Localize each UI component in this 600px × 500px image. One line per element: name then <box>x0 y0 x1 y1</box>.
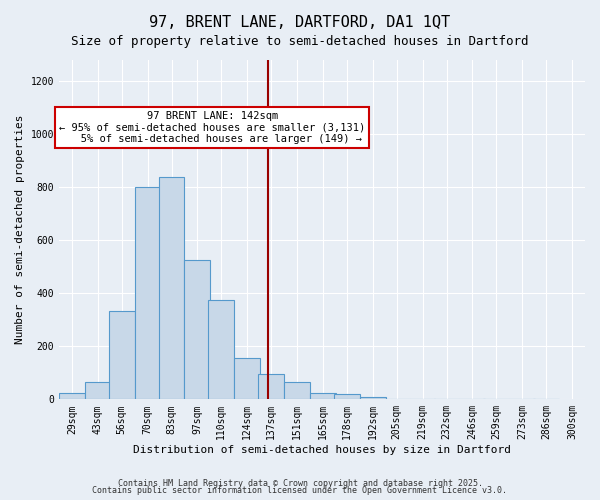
Y-axis label: Number of semi-detached properties: Number of semi-detached properties <box>15 115 25 344</box>
Bar <box>85 382 110 400</box>
Text: 97, BRENT LANE, DARTFORD, DA1 1QT: 97, BRENT LANE, DARTFORD, DA1 1QT <box>149 15 451 30</box>
Bar <box>334 394 360 400</box>
Bar <box>258 374 284 400</box>
Text: Size of property relative to semi-detached houses in Dartford: Size of property relative to semi-detach… <box>71 35 529 48</box>
Text: Contains HM Land Registry data © Crown copyright and database right 2025.: Contains HM Land Registry data © Crown c… <box>118 478 482 488</box>
Bar <box>109 310 134 400</box>
Bar <box>158 176 184 400</box>
Bar <box>184 260 210 400</box>
Bar <box>59 392 85 400</box>
Bar <box>134 187 160 400</box>
Bar <box>284 382 310 400</box>
Bar <box>310 392 336 400</box>
Bar <box>234 358 260 400</box>
Bar <box>208 300 234 400</box>
X-axis label: Distribution of semi-detached houses by size in Dartford: Distribution of semi-detached houses by … <box>133 445 511 455</box>
Bar <box>360 396 386 400</box>
Text: Contains public sector information licensed under the Open Government Licence v3: Contains public sector information licen… <box>92 486 508 495</box>
Text: 97 BRENT LANE: 142sqm
← 95% of semi-detached houses are smaller (3,131)
   5% of: 97 BRENT LANE: 142sqm ← 95% of semi-deta… <box>59 111 365 144</box>
